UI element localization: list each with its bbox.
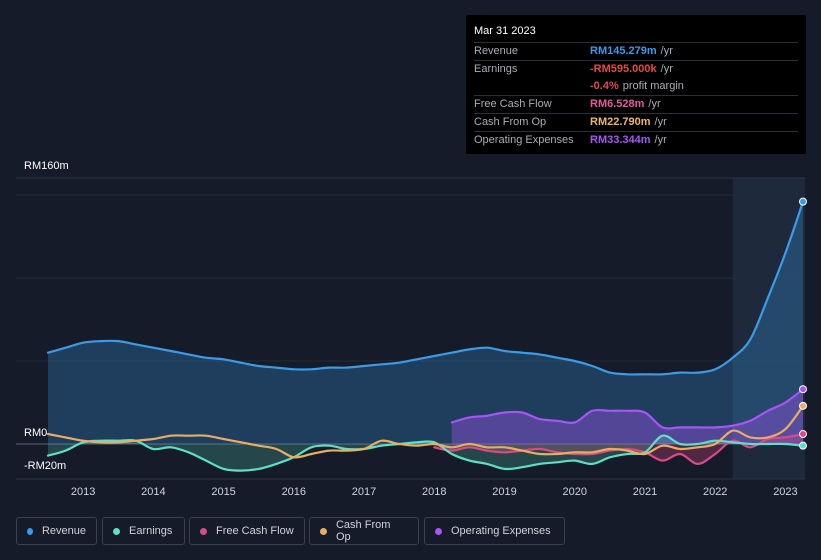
tooltip-label: Revenue xyxy=(474,45,519,57)
x-tick-label: 2021 xyxy=(633,486,657,498)
tooltip-label: Free Cash Flow xyxy=(474,98,552,110)
series-fills xyxy=(48,201,803,471)
legend-dot-icon xyxy=(113,527,120,535)
tooltip-unit: /yr xyxy=(660,63,673,75)
series-end-dot-free-cash-flow xyxy=(799,430,807,439)
tooltip-value: RM22.790m xyxy=(590,116,651,128)
x-tick-label: 2017 xyxy=(352,486,376,498)
series-line-operating-expenses xyxy=(450,388,805,430)
y-tick-label-zero: RM0 xyxy=(24,427,48,439)
tooltip-margin-text: profit margin xyxy=(622,80,684,92)
tooltip-unit: /yr xyxy=(654,116,667,128)
legend-item-revenue[interactable]: Revenue xyxy=(16,517,97,545)
tooltip-margin-value: -0.4% xyxy=(590,80,619,92)
legend-item-earnings[interactable]: Earnings xyxy=(102,517,185,545)
legend-dot-icon xyxy=(200,527,207,535)
tooltip-row-operating-expenses: Operating Expenses RM33.344m /yr xyxy=(474,132,798,149)
tooltip-row-free-cash-flow: Free Cash Flow RM6.528m /yr xyxy=(474,96,798,114)
y-tick-label-negative: -RM20m xyxy=(24,460,67,472)
data-tooltip: Mar 31 2023 Revenue RM145.279m /yr Earni… xyxy=(466,15,806,154)
x-tick-label: 2018 xyxy=(422,486,446,498)
tooltip-row-profit-margin: -0.4% profit margin xyxy=(474,78,798,96)
series-line-cash-from-op xyxy=(46,404,805,459)
x-tick-label: 2023 xyxy=(773,486,797,498)
tooltip-label: Earnings xyxy=(474,63,518,75)
tooltip-label: Operating Expenses xyxy=(474,134,574,146)
tooltip-date: Mar 31 2023 xyxy=(474,23,798,43)
tooltip-row-cash-from-op: Cash From Op RM22.790m /yr xyxy=(474,114,798,132)
legend-item-free-cash-flow[interactable]: Free Cash Flow xyxy=(189,517,305,545)
legend-item-operating-expenses[interactable]: Operating Expenses xyxy=(424,517,565,545)
legend-label: Free Cash Flow xyxy=(216,525,294,537)
tooltip-value: RM145.279m xyxy=(590,45,657,57)
tooltip-row-revenue: Revenue RM145.279m /yr xyxy=(474,43,798,61)
legend-label: Cash From Op xyxy=(335,519,391,543)
legend-item-cash-from-op[interactable]: Cash From Op xyxy=(309,517,419,545)
series-end-dot-earnings xyxy=(799,441,807,450)
legend-dot-icon xyxy=(320,527,327,535)
tooltip-unit: /yr xyxy=(660,45,673,57)
tooltip-unit: /yr xyxy=(648,98,661,110)
x-tick-label: 2015 xyxy=(211,486,235,498)
series-end-dot-operating-expenses xyxy=(799,385,807,394)
series-end-dot-revenue xyxy=(799,197,807,206)
series-area-operating-expenses xyxy=(451,389,803,444)
legend-label: Revenue xyxy=(41,525,86,537)
x-axis-ticks: 2013 2014 2015 2016 2017 2018 2019 2020 2021 2022… xyxy=(71,486,798,498)
series-area-earnings xyxy=(48,435,803,471)
legend-dot-icon xyxy=(435,527,442,535)
legend-label: Earnings xyxy=(129,525,173,537)
tooltip-value: RM33.344m xyxy=(590,134,651,146)
x-tick-label: 2019 xyxy=(492,486,516,498)
x-tick-label: 2020 xyxy=(563,486,587,498)
series-area-revenue xyxy=(48,201,803,444)
y-tick-label-top: RM160m xyxy=(24,160,69,172)
tooltip-value: -RM595.000k xyxy=(590,63,657,75)
tooltip-label: Cash From Op xyxy=(474,116,547,128)
legend-dot-icon xyxy=(27,527,33,535)
series-lines xyxy=(46,200,805,472)
x-tick-label: 2014 xyxy=(141,486,165,498)
series-line-earnings xyxy=(46,434,805,472)
series-end-dot-cash-from-op xyxy=(799,401,807,410)
series-line-revenue xyxy=(46,200,805,376)
legend-label: Operating Expenses xyxy=(451,525,551,537)
tooltip-row-earnings: Earnings -RM595.000k /yr xyxy=(474,61,798,78)
series-end-dots xyxy=(799,197,807,450)
x-tick-label: 2022 xyxy=(703,486,727,498)
tooltip-value: RM6.528m xyxy=(590,98,645,110)
x-tick-label: 2016 xyxy=(282,486,306,498)
x-tick-label: 2013 xyxy=(71,486,95,498)
tooltip-label-empty xyxy=(474,78,590,95)
tooltip-unit: /yr xyxy=(654,134,667,146)
